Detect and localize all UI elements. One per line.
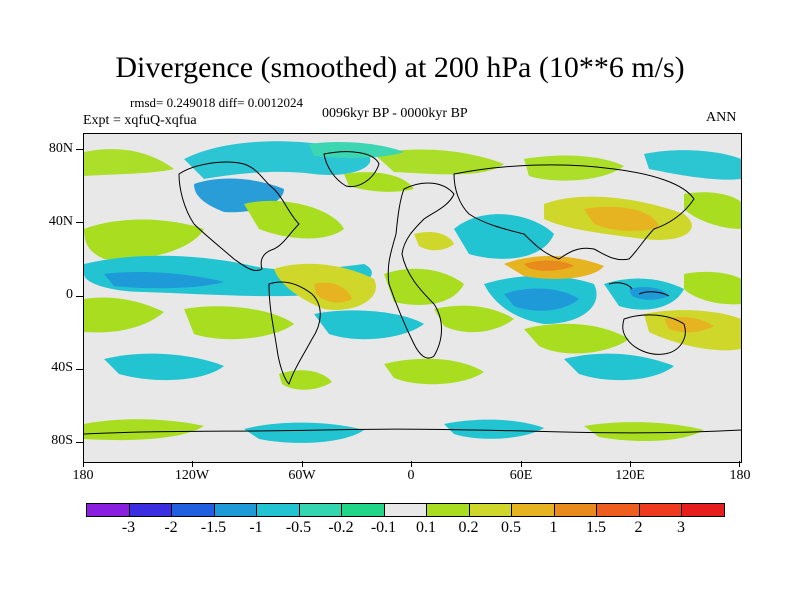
- lon-tick: [83, 461, 84, 467]
- colorbar-box-11: [553, 503, 597, 517]
- colorbar-box-4: [256, 503, 300, 517]
- colorbar: [86, 503, 725, 517]
- colorbar-label-12: 2: [634, 519, 643, 536]
- lon-tick: [302, 461, 303, 467]
- lat-tick: [76, 296, 83, 297]
- lat-label-eq: 0: [66, 287, 73, 302]
- colorbar-box-7: [383, 503, 427, 517]
- colorbar-label-7: 0.1: [416, 519, 436, 536]
- colorbar-label-9: 0.5: [501, 519, 521, 536]
- experiment-label: Expt = xqfuQ-xqfua: [83, 113, 197, 128]
- colorbar-box-5: [298, 503, 342, 517]
- lon-label-0: 0: [407, 468, 415, 483]
- colorbar-box-6: [341, 503, 385, 517]
- colorbar-label-6: -0.1: [370, 519, 397, 536]
- rmsd-diff-stats: rmsd= 0.249018 diff= 0.0012024: [130, 95, 303, 110]
- colorbar-box-10: [511, 503, 555, 517]
- colorbar-label-4: -0.5: [285, 519, 312, 536]
- lon-label-120e: 120E: [615, 468, 645, 483]
- time-period-label: 0096kyr BP - 0000kyr BP: [322, 106, 468, 121]
- colorbar-box-0: [86, 503, 130, 517]
- lon-tick: [192, 461, 193, 467]
- colorbar-label-13: 3: [677, 519, 685, 536]
- lat-tick: [76, 442, 83, 443]
- colorbar-box-3: [213, 503, 257, 517]
- colorbar-label-5: -0.2: [328, 519, 354, 536]
- lat-label-40s: 40S: [51, 360, 73, 375]
- colorbar-box-12: [596, 503, 640, 517]
- lat-label-80s: 80S: [51, 433, 73, 448]
- lon-tick: [521, 461, 522, 467]
- lat-tick: [76, 369, 83, 370]
- divergence-map: [83, 133, 742, 463]
- colorbar-label-1: -2: [164, 519, 178, 536]
- figure-title: Divergence (smoothed) at 200 hPa (10**6 …: [115, 51, 685, 84]
- lat-tick: [76, 149, 83, 150]
- colorbar-box-14: [681, 503, 725, 517]
- lon-label-60w: 60W: [288, 468, 316, 483]
- season-label: ANN: [706, 110, 737, 125]
- colorbar-label-8: 0.2: [458, 519, 479, 536]
- lat-tick: [76, 222, 83, 223]
- lon-tick: [411, 461, 412, 467]
- lon-label-120w: 120W: [174, 468, 210, 483]
- lon-label-60e: 60E: [509, 468, 533, 483]
- lon-tick: [739, 461, 740, 467]
- colorbar-label-10: 1: [549, 519, 558, 536]
- colorbar-box-8: [426, 503, 470, 517]
- lon-label-180e: 180: [729, 468, 751, 483]
- colorbar-box-9: [468, 503, 512, 517]
- lat-label-80n: 80N: [48, 141, 73, 156]
- lat-label-40n: 40N: [48, 214, 73, 229]
- colorbar-box-1: [128, 503, 172, 517]
- colorbar-box-2: [171, 503, 215, 517]
- lon-tick: [630, 461, 631, 467]
- colorbar-label-3: -1: [249, 519, 263, 536]
- lon-label-180w: 180: [72, 468, 94, 483]
- colorbar-box-13: [638, 503, 682, 517]
- colorbar-label-11: 1.5: [586, 519, 606, 536]
- colorbar-label-0: -3: [121, 519, 136, 536]
- colorbar-label-2: -1.5: [200, 519, 227, 536]
- world-coastline-map: [84, 134, 741, 462]
